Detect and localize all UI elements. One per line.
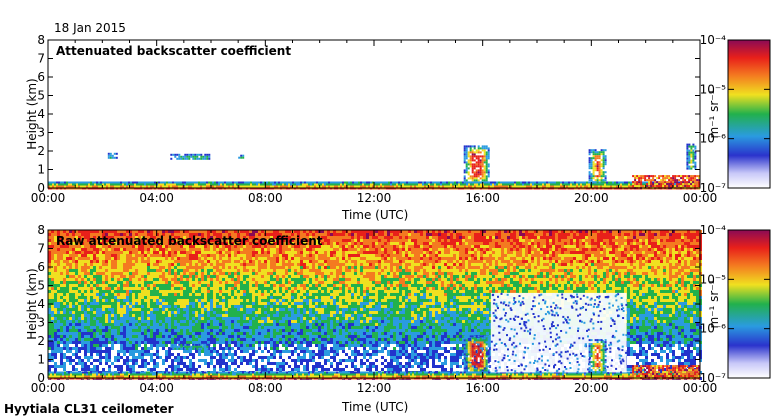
instrument-caption: Hyytiala CL31 ceilometer <box>4 402 174 416</box>
x-tick-label: 08:00 <box>248 191 283 205</box>
colorbar: 10⁻⁷ 10⁻⁶ 10⁻⁵ 10⁻⁴ m⁻¹ sr⁻¹ <box>700 33 771 195</box>
x-axis-label: Time (UTC) <box>341 400 408 414</box>
y-tick-label: 7 <box>37 242 45 256</box>
x-tick-label: 12:00 <box>357 191 392 205</box>
backscatter-field <box>48 40 701 190</box>
y-axis-label: Height (km) <box>25 78 39 149</box>
colorbar-tick-label: 10⁻⁷ <box>700 181 727 195</box>
colorbar-tick-label: 10⁻⁵ <box>700 82 727 96</box>
x-tick-label: 04:00 <box>139 381 174 395</box>
y-tick-label: 6 <box>37 70 45 84</box>
colorbar-ramp <box>727 229 771 379</box>
y-tick-label: 3 <box>37 126 45 140</box>
x-tick-label: 00:00 <box>31 381 66 395</box>
x-tick-label: 00:00 <box>683 191 718 205</box>
x-tick-label: 04:00 <box>139 191 174 205</box>
panel-title: Raw attenuated backscatter coefficient <box>56 234 323 248</box>
colorbar-tick-label: 10⁻⁷ <box>700 371 727 385</box>
date-label: 18 Jan 2015 <box>54 21 126 35</box>
y-tick-label: 0 <box>37 371 45 385</box>
colorbar-tick-label: 10⁻⁴ <box>700 33 727 47</box>
y-tick-label: 0 <box>37 181 45 195</box>
backscatter-field <box>48 230 702 380</box>
x-tick-label: 12:00 <box>357 381 392 395</box>
colorbar-label: m⁻¹ sr⁻¹ <box>707 89 721 138</box>
colorbar-label: m⁻¹ sr⁻¹ <box>707 279 721 328</box>
y-tick-label: 8 <box>37 223 45 237</box>
y-tick-label: 7 <box>37 52 45 66</box>
x-axis-label: Time (UTC) <box>341 208 408 222</box>
panel-title: Attenuated backscatter coefficient <box>56 44 291 58</box>
y-tick-label: 1 <box>37 353 45 367</box>
x-tick-label: 00:00 <box>683 381 718 395</box>
y-tick-label: 6 <box>37 260 45 274</box>
x-tick-label: 16:00 <box>465 191 500 205</box>
y-tick-label: 4 <box>37 107 45 121</box>
x-tick-label: 00:00 <box>31 191 66 205</box>
y-tick-label: 5 <box>37 279 45 293</box>
y-tick-label: 5 <box>37 89 45 103</box>
y-tick-label: 4 <box>37 297 45 311</box>
colorbar-tick-label: 10⁻⁴ <box>700 223 727 237</box>
x-tick-label: 16:00 <box>465 381 500 395</box>
colorbar-tick-label: 10⁻⁶ <box>700 132 727 146</box>
y-tick-label: 2 <box>37 144 45 158</box>
colorbar-tick-label: 10⁻⁶ <box>700 322 727 336</box>
colorbar: 10⁻⁷ 10⁻⁶ 10⁻⁵ 10⁻⁴ m⁻¹ sr⁻¹ <box>700 223 771 385</box>
attenuated-backscatter-panel: Attenuated backscatter coefficient 0 1 2 3 4 5… <box>25 33 771 222</box>
x-tick-label: 08:00 <box>248 381 283 395</box>
raw-attenuated-backscatter-panel: Raw attenuated backscatter coefficient 0 1… <box>25 223 771 414</box>
y-axis-label: Height (km) <box>25 268 39 339</box>
y-tick-label: 8 <box>37 33 45 47</box>
x-tick-label: 20:00 <box>574 191 609 205</box>
y-tick-label: 1 <box>37 163 45 177</box>
colorbar-tick-label: 10⁻⁵ <box>700 272 727 286</box>
y-tick-label: 2 <box>37 334 45 348</box>
x-tick-label: 20:00 <box>574 381 609 395</box>
y-tick-label: 3 <box>37 316 45 330</box>
colorbar-ramp <box>727 39 771 189</box>
